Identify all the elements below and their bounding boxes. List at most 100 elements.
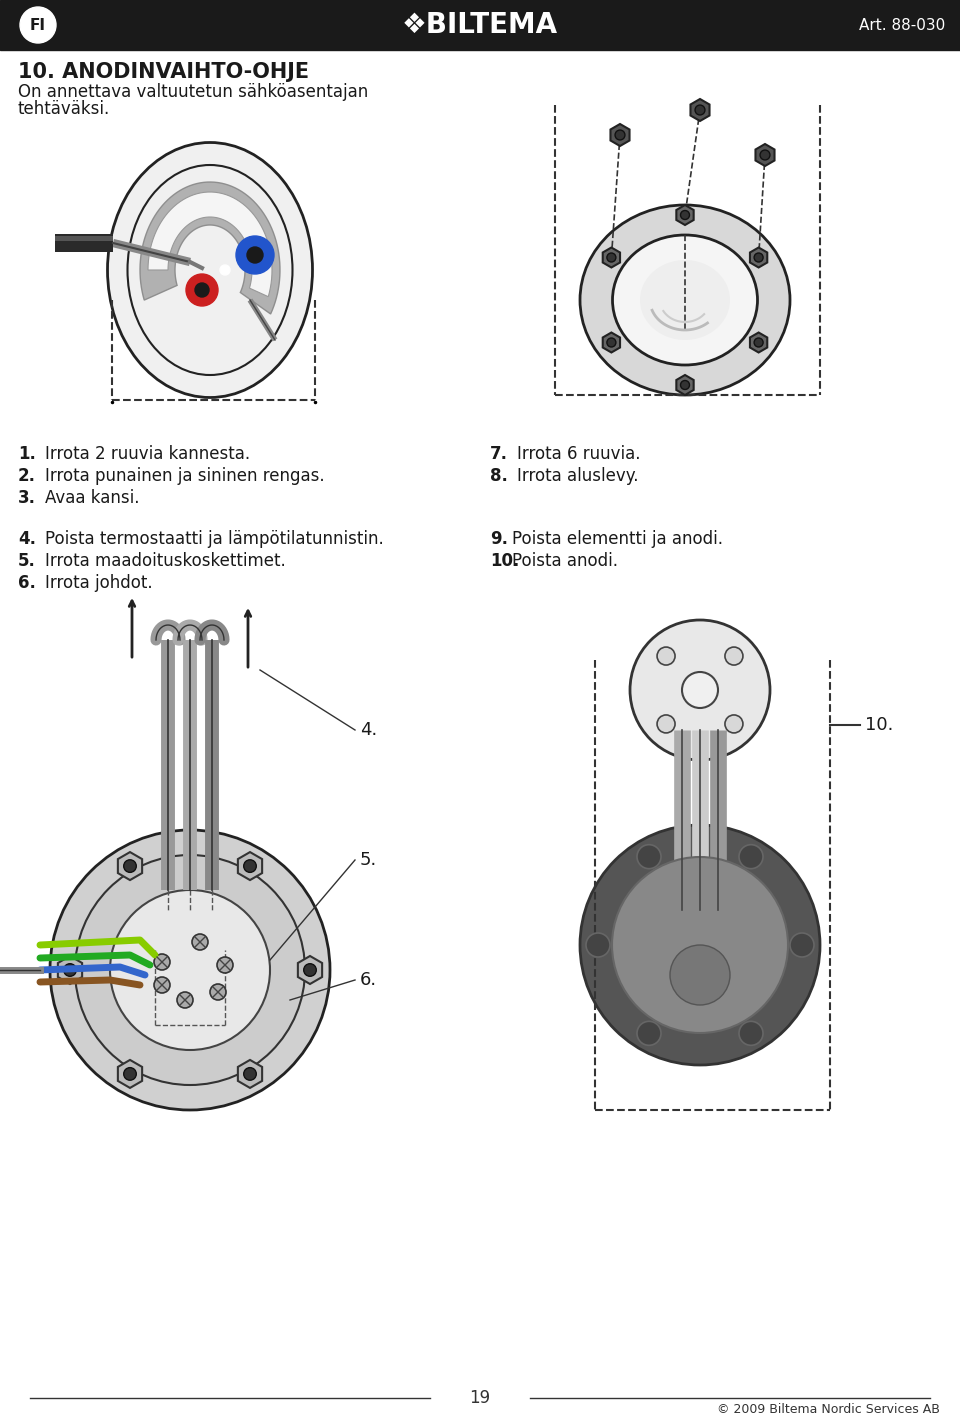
Polygon shape (750, 247, 767, 267)
Text: 10.: 10. (865, 715, 894, 734)
Ellipse shape (640, 260, 730, 339)
Circle shape (75, 855, 305, 1085)
Circle shape (760, 150, 770, 160)
Text: Irrota aluslevy.: Irrota aluslevy. (517, 467, 638, 485)
Circle shape (670, 945, 730, 1005)
Circle shape (247, 247, 263, 263)
Circle shape (186, 274, 218, 305)
Ellipse shape (108, 143, 313, 397)
Text: Art. 88-030: Art. 88-030 (859, 17, 945, 33)
Circle shape (580, 824, 820, 1065)
Circle shape (615, 130, 625, 140)
Circle shape (682, 672, 718, 708)
Circle shape (681, 380, 689, 389)
Polygon shape (118, 853, 142, 880)
Circle shape (607, 253, 616, 262)
Text: Poista termostaatti ja lämpötilatunnistin.: Poista termostaatti ja lämpötilatunnisti… (45, 530, 384, 549)
Circle shape (790, 933, 814, 957)
Circle shape (154, 977, 170, 993)
Text: 1.: 1. (18, 445, 36, 462)
Circle shape (177, 993, 193, 1008)
Polygon shape (750, 332, 767, 352)
Circle shape (236, 236, 274, 274)
Circle shape (586, 933, 610, 957)
Text: 4.: 4. (360, 721, 377, 740)
Circle shape (725, 715, 743, 732)
Text: 7.: 7. (490, 445, 508, 462)
Circle shape (210, 984, 226, 1000)
Text: Avaa kansi.: Avaa kansi. (45, 489, 139, 508)
Text: 10.: 10. (490, 551, 519, 570)
Text: 4.: 4. (18, 530, 36, 549)
Text: 8.: 8. (490, 467, 508, 485)
Text: © 2009 Biltema Nordic Services AB: © 2009 Biltema Nordic Services AB (717, 1403, 940, 1414)
Polygon shape (140, 182, 280, 314)
Bar (0, 0, 960, 49)
Circle shape (681, 211, 689, 219)
Polygon shape (148, 192, 272, 297)
Text: FI: FI (30, 17, 46, 33)
Circle shape (154, 954, 170, 970)
Text: 2.: 2. (18, 467, 36, 485)
Circle shape (195, 283, 209, 297)
Ellipse shape (580, 205, 790, 395)
Circle shape (612, 857, 788, 1034)
Polygon shape (298, 956, 323, 984)
Ellipse shape (612, 235, 757, 365)
Circle shape (220, 264, 230, 274)
Text: Poista elementti ja anodi.: Poista elementti ja anodi. (512, 530, 723, 549)
Polygon shape (118, 1060, 142, 1087)
Polygon shape (677, 205, 694, 225)
Circle shape (755, 253, 763, 262)
Circle shape (657, 715, 675, 732)
Polygon shape (603, 247, 620, 267)
Text: 9.: 9. (490, 530, 508, 549)
Circle shape (110, 889, 270, 1051)
Circle shape (739, 1021, 763, 1045)
Bar (55, 233, 113, 252)
Circle shape (244, 860, 256, 872)
Text: Irrota 2 ruuvia kannesta.: Irrota 2 ruuvia kannesta. (45, 445, 251, 462)
Polygon shape (611, 124, 630, 146)
Polygon shape (58, 956, 83, 984)
Circle shape (630, 619, 770, 759)
Circle shape (63, 964, 76, 976)
Circle shape (50, 830, 330, 1110)
Text: Poista anodi.: Poista anodi. (512, 551, 618, 570)
Text: 6.: 6. (18, 574, 36, 592)
Polygon shape (690, 99, 709, 122)
Polygon shape (238, 853, 262, 880)
Text: 3.: 3. (18, 489, 36, 508)
Polygon shape (603, 332, 620, 352)
Circle shape (20, 7, 56, 42)
Circle shape (739, 844, 763, 868)
Text: 19: 19 (469, 1389, 491, 1407)
Circle shape (124, 860, 136, 872)
Text: On annettava valtuutetun sähköasentajan: On annettava valtuutetun sähköasentajan (18, 83, 369, 100)
Circle shape (217, 957, 233, 973)
Text: Irrota 6 ruuvia.: Irrota 6 ruuvia. (517, 445, 640, 462)
Text: Irrota maadoituskoskettimet.: Irrota maadoituskoskettimet. (45, 551, 286, 570)
Circle shape (657, 648, 675, 665)
Text: tehtäväksi.: tehtäväksi. (18, 100, 110, 117)
Text: 5.: 5. (360, 851, 377, 870)
Polygon shape (238, 1060, 262, 1087)
Circle shape (637, 844, 661, 868)
Circle shape (695, 105, 705, 115)
Text: Irrota punainen ja sininen rengas.: Irrota punainen ja sininen rengas. (45, 467, 324, 485)
Circle shape (755, 338, 763, 346)
Text: 10. ANODINVAIHTO-OHJE: 10. ANODINVAIHTO-OHJE (18, 62, 309, 82)
Circle shape (637, 1021, 661, 1045)
Circle shape (607, 338, 616, 346)
Polygon shape (677, 375, 694, 395)
Circle shape (725, 648, 743, 665)
Text: ❖BILTEMA: ❖BILTEMA (402, 11, 558, 40)
Polygon shape (756, 144, 775, 165)
Circle shape (244, 1068, 256, 1080)
Circle shape (303, 964, 316, 976)
Circle shape (124, 1068, 136, 1080)
Text: Irrota johdot.: Irrota johdot. (45, 574, 153, 592)
Text: 5.: 5. (18, 551, 36, 570)
Text: 6.: 6. (360, 971, 377, 988)
Circle shape (192, 935, 208, 950)
